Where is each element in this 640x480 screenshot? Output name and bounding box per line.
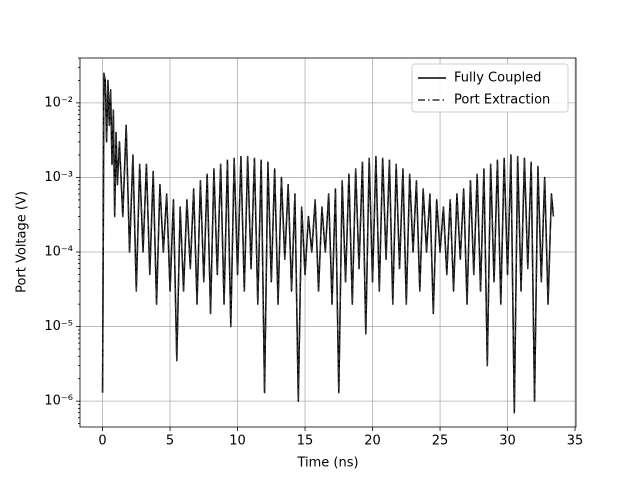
y-tick-label: 10⁻⁶ xyxy=(44,394,73,409)
x-tick-label: 20 xyxy=(364,434,381,449)
x-tick-label: 0 xyxy=(98,434,106,449)
x-tick-label: 10 xyxy=(229,434,246,449)
y-tick-label: 10⁻⁴ xyxy=(44,245,73,260)
x-tick-label: 5 xyxy=(166,434,174,449)
series-line xyxy=(101,72,555,414)
x-tick-label: 35 xyxy=(567,434,584,449)
x-tick-label: 30 xyxy=(499,434,516,449)
legend-box xyxy=(411,63,569,113)
x-axis-label: Time (ns) xyxy=(296,456,358,471)
y-axis-label: Port Voltage (V) xyxy=(15,191,30,293)
y-tick-label: 10⁻³ xyxy=(44,170,73,185)
plot-frame xyxy=(79,57,577,428)
x-tick-label: 15 xyxy=(297,434,314,449)
x-tick-label: 25 xyxy=(432,434,449,449)
y-tick-label: 10⁻⁵ xyxy=(44,319,73,334)
y-tick-label: 10⁻² xyxy=(44,95,73,110)
legend-label: Fully Coupled xyxy=(454,71,541,86)
legend-label: Port Extraction xyxy=(454,93,550,108)
